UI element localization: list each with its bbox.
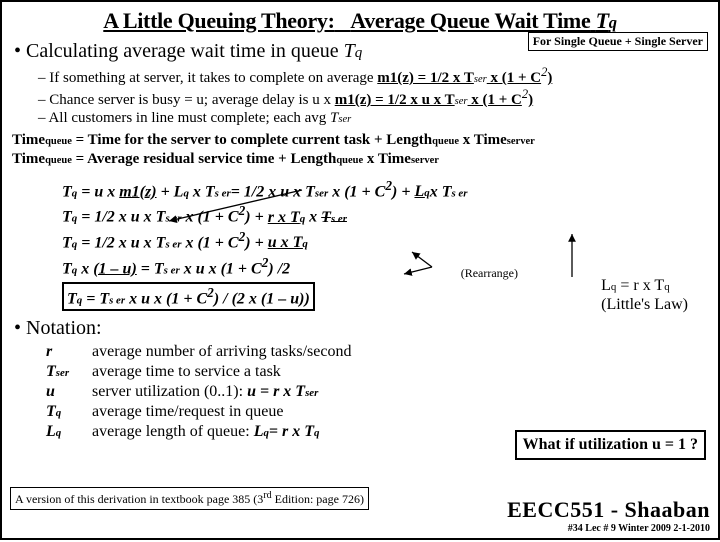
notation-header: • Notation: [14, 317, 708, 340]
sub-bullets: – If something at server, it takes to co… [38, 65, 708, 127]
final-equation: Tq = Ts er x u x (1 + C2) / (2 x (1 – u)… [62, 282, 315, 312]
notation-list: raverage number of arriving tasks/second… [46, 342, 708, 442]
rearrange-label: (Rearrange) [461, 266, 518, 281]
time-equations: Timequeue = Time for the server to compl… [12, 131, 708, 169]
footer: EECC551 - Shaaban #34 Lec # 9 Winter 200… [507, 497, 710, 534]
little-law: Lq = r x Tq (Little's Law) [601, 276, 688, 314]
server-box: For Single Queue + Single Server [528, 32, 708, 51]
page-title: A Little Queuing Theory: Average Queue W… [12, 8, 708, 34]
utilization-question: What if utilization u = 1 ? [515, 430, 706, 460]
textbook-ref: A version of this derivation in textbook… [10, 487, 369, 510]
